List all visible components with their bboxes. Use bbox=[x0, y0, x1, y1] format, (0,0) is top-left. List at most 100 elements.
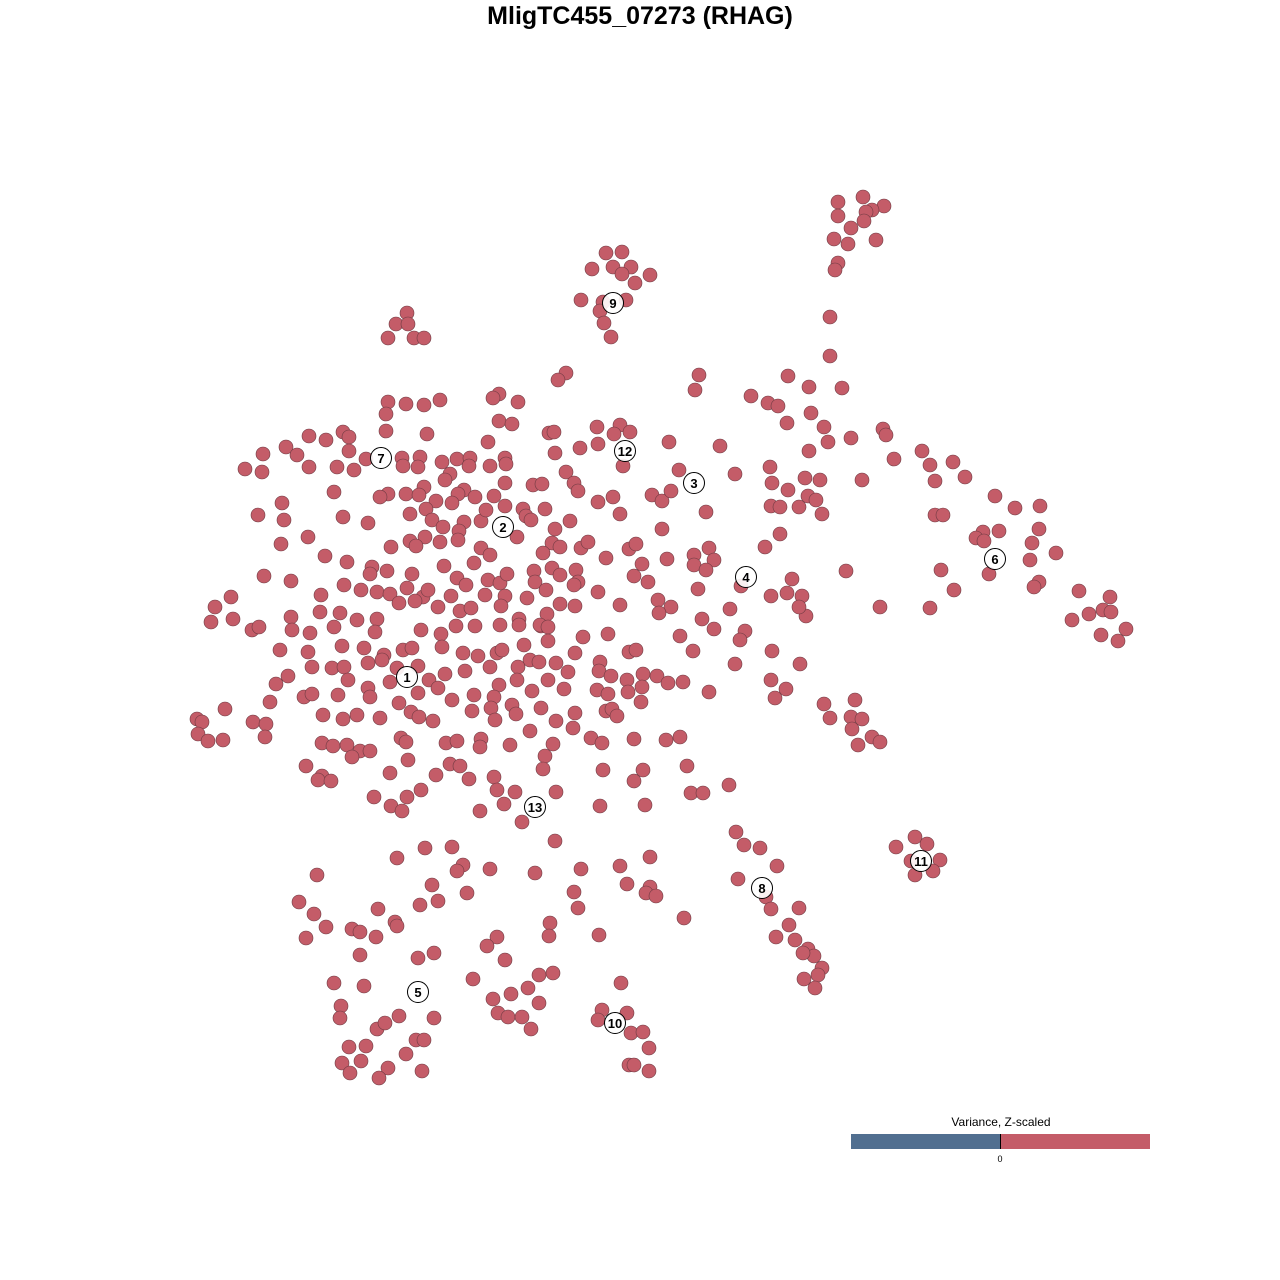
data-point bbox=[690, 581, 706, 597]
cluster-label-circle bbox=[524, 796, 546, 818]
data-point bbox=[812, 472, 828, 488]
data-point bbox=[225, 611, 241, 627]
data-point bbox=[408, 538, 424, 554]
data-point bbox=[302, 625, 318, 641]
data-point bbox=[679, 758, 695, 774]
cluster-label-9: 9 bbox=[602, 292, 624, 314]
data-point bbox=[791, 499, 807, 515]
data-point bbox=[407, 593, 423, 609]
data-point bbox=[366, 789, 382, 805]
data-point bbox=[480, 434, 496, 450]
data-point bbox=[522, 723, 538, 739]
data-point bbox=[349, 612, 365, 628]
data-point bbox=[732, 632, 748, 648]
data-point bbox=[591, 927, 607, 943]
data-point bbox=[592, 798, 608, 814]
data-point bbox=[291, 894, 307, 910]
data-point bbox=[701, 684, 717, 700]
legend-tick-label: 0 bbox=[997, 1154, 1003, 1164]
data-point bbox=[489, 782, 505, 798]
data-point bbox=[687, 382, 703, 398]
data-point bbox=[276, 512, 292, 528]
cluster-label-circle bbox=[614, 440, 636, 462]
data-point bbox=[872, 599, 888, 615]
data-point bbox=[466, 555, 482, 571]
data-point bbox=[763, 901, 779, 917]
cluster-label-11: 11 bbox=[910, 850, 932, 872]
data-point bbox=[566, 884, 582, 900]
data-point bbox=[547, 833, 563, 849]
data-point bbox=[425, 713, 441, 729]
data-point bbox=[834, 380, 850, 396]
data-point bbox=[976, 533, 992, 549]
data-point bbox=[472, 803, 488, 819]
data-point bbox=[778, 681, 794, 697]
data-point bbox=[356, 978, 372, 994]
data-point bbox=[1103, 604, 1119, 620]
data-point bbox=[642, 849, 658, 865]
data-point bbox=[1118, 621, 1134, 637]
data-point bbox=[336, 659, 352, 675]
data-point bbox=[341, 429, 357, 445]
data-point bbox=[706, 621, 722, 637]
data-point bbox=[444, 692, 460, 708]
data-point bbox=[1007, 500, 1023, 516]
data-point bbox=[479, 938, 495, 954]
data-point bbox=[661, 434, 677, 450]
data-point bbox=[301, 459, 317, 475]
data-point bbox=[339, 554, 355, 570]
data-point bbox=[658, 732, 674, 748]
data-point bbox=[565, 720, 581, 736]
data-point bbox=[380, 1060, 396, 1076]
data-point bbox=[410, 950, 426, 966]
data-point bbox=[1071, 583, 1087, 599]
cluster-label-text: 5 bbox=[414, 985, 421, 1000]
data-point bbox=[332, 1010, 348, 1026]
data-point bbox=[663, 599, 679, 615]
data-point bbox=[568, 562, 584, 578]
data-point bbox=[323, 773, 339, 789]
data-point bbox=[486, 488, 502, 504]
data-point bbox=[335, 711, 351, 727]
data-point bbox=[1032, 498, 1048, 514]
data-point bbox=[435, 519, 451, 535]
data-point bbox=[548, 713, 564, 729]
data-point bbox=[534, 476, 550, 492]
data-point bbox=[430, 893, 446, 909]
data-point bbox=[382, 586, 398, 602]
data-point bbox=[816, 696, 832, 712]
data-point bbox=[1064, 612, 1080, 628]
data-point bbox=[334, 638, 350, 654]
data-point bbox=[510, 659, 526, 675]
data-point bbox=[340, 672, 356, 688]
data-point bbox=[300, 529, 316, 545]
data-point bbox=[326, 975, 342, 991]
data-point bbox=[545, 736, 561, 752]
data-point bbox=[371, 1070, 387, 1086]
data-point bbox=[203, 614, 219, 630]
data-point bbox=[781, 917, 797, 933]
data-point bbox=[497, 475, 513, 491]
cluster-label-5: 5 bbox=[407, 981, 429, 1003]
data-point bbox=[437, 472, 453, 488]
data-point bbox=[489, 929, 505, 945]
data-point bbox=[792, 656, 808, 672]
data-point bbox=[458, 577, 474, 593]
data-point bbox=[411, 709, 427, 725]
data-point bbox=[413, 782, 429, 798]
data-point bbox=[546, 424, 562, 440]
data-point bbox=[542, 915, 558, 931]
data-point bbox=[671, 462, 687, 478]
data-point bbox=[509, 529, 525, 545]
data-point bbox=[417, 840, 433, 856]
data-point bbox=[389, 918, 405, 934]
cluster-label-text: 9 bbox=[609, 296, 616, 311]
data-point bbox=[560, 664, 576, 680]
data-point bbox=[572, 440, 588, 456]
data-point bbox=[1110, 633, 1126, 649]
data-point bbox=[780, 368, 796, 384]
data-point bbox=[695, 785, 711, 801]
data-point bbox=[946, 582, 962, 598]
data-point bbox=[466, 687, 482, 703]
cluster-label-13: 13 bbox=[524, 796, 546, 818]
